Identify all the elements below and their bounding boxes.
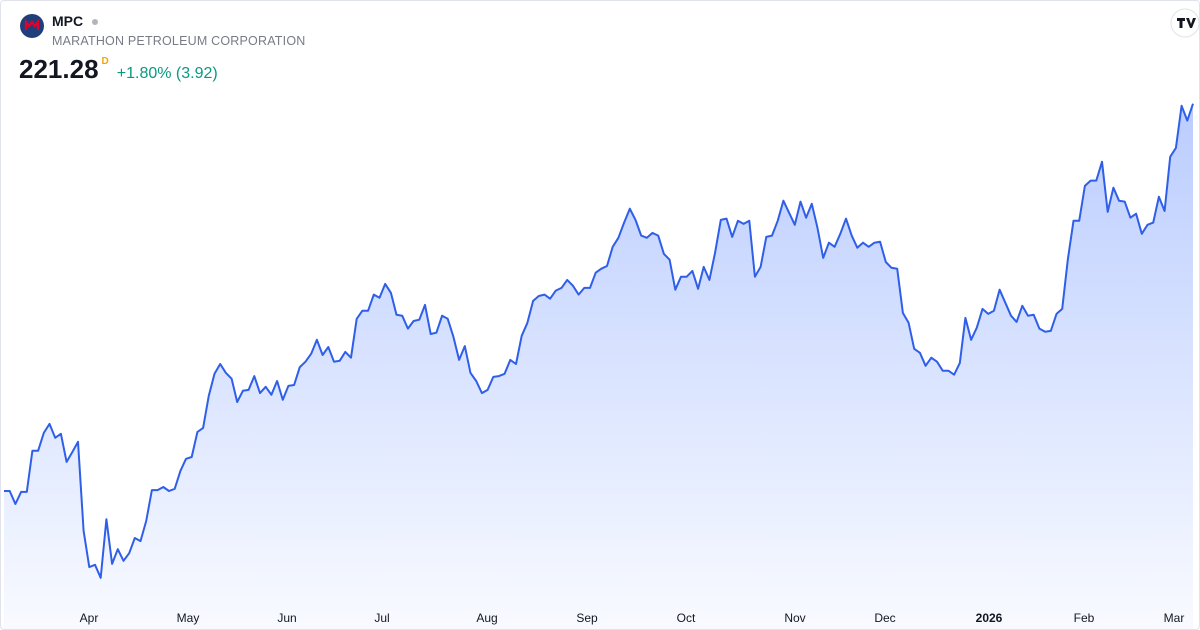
status-dot (91, 18, 98, 25)
x-axis-label: May (177, 611, 200, 625)
x-axis-label: Dec (874, 611, 895, 625)
price-line (4, 103, 1194, 579)
x-axis-label: 2026 (976, 611, 1003, 625)
price-suffix: D (101, 56, 109, 67)
brand-logo[interactable] (1170, 8, 1199, 38)
x-axis-label: Jun (277, 611, 296, 625)
company-logo (20, 14, 44, 38)
price-change: +1.80% (3.92) (116, 65, 218, 82)
price: 221.28 (19, 54, 99, 84)
x-axis-label: Jul (374, 611, 389, 625)
header: MPC MARATHON PETROLEUM CORPORATION 221.2… (19, 13, 305, 85)
symbol: MPC (52, 13, 84, 29)
area-fill (4, 103, 1193, 629)
x-axis-label: Feb (1074, 611, 1095, 625)
x-axis-label: Mar (1164, 611, 1185, 625)
x-axis-label: Sep (576, 611, 598, 625)
company-name: MARATHON PETROLEUM CORPORATION (52, 34, 306, 48)
x-axis-label: Nov (784, 611, 805, 625)
x-axis-label: Aug (476, 611, 497, 625)
x-axis-label: Apr (80, 611, 99, 625)
x-axis-label: Oct (677, 611, 696, 625)
